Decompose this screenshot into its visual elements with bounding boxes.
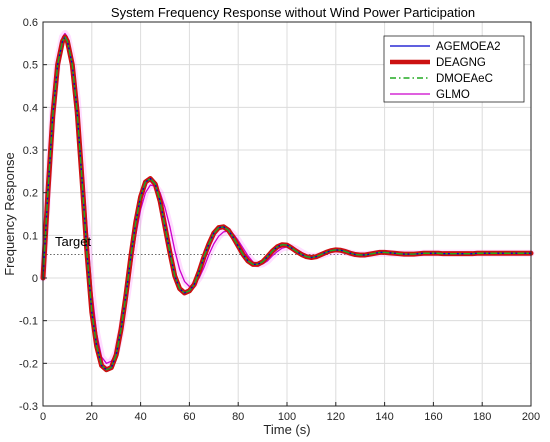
x-tick-label: 180 [473, 411, 491, 423]
x-tick-label: 200 [522, 411, 540, 423]
y-tick-label: -0.2 [19, 358, 38, 370]
y-tick-label: 0.2 [23, 188, 38, 200]
series-layer [39, 30, 535, 373]
y-tick-label: 0.5 [23, 60, 38, 72]
x-tick-label: 80 [232, 411, 244, 423]
target-annotation: Target [55, 234, 92, 249]
y-tick-label: 0.4 [23, 102, 38, 114]
x-tick-label: 20 [86, 411, 98, 423]
y-tick-label: 0.6 [23, 17, 38, 29]
legend: AGEMOEA2 DEAGNG DMOEAeC GLMO [383, 35, 525, 103]
legend-label-agemoea2: AGEMOEA2 [436, 41, 501, 53]
x-tick-label: 60 [183, 411, 195, 423]
legend-label-dmoeaec: DMOEAeC [436, 73, 493, 85]
x-axis-label: Time (s) [263, 422, 310, 437]
legend-label-deagng: DEAGNG [436, 57, 486, 69]
y-tick-label: 0.3 [23, 145, 38, 157]
y-axis-label: Frequency Response [2, 152, 17, 276]
x-tick-label: 120 [327, 411, 345, 423]
y-tick-label: -0.3 [19, 401, 38, 413]
x-tick-label: 140 [375, 411, 393, 423]
x-axis-ticks: 0 20 40 60 80 100 120 140 160 180 200 [40, 402, 540, 423]
legend-label-glmo: GLMO [436, 89, 470, 101]
y-tick-label: 0.1 [23, 230, 38, 242]
series-line-dmoeaec [42, 36, 532, 371]
y-tick-label: -0.1 [19, 316, 38, 328]
legend-box [383, 35, 525, 103]
x-tick-label: 160 [424, 411, 442, 423]
x-tick-label: 0 [40, 411, 46, 423]
chart-title: System Frequency Response without Wind P… [111, 5, 475, 20]
y-axis-ticks: -0.3 -0.2 -0.1 0 0.1 0.2 0.3 0.4 0.5 0.6 [19, 17, 47, 413]
y-tick-label: 0 [32, 273, 38, 285]
x-tick-label: 100 [278, 411, 296, 423]
x-tick-label: 40 [134, 411, 146, 423]
